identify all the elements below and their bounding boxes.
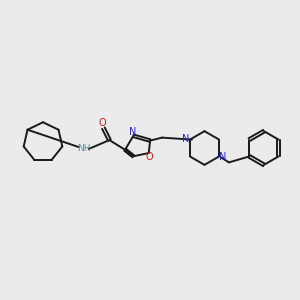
Text: N: N — [129, 127, 136, 137]
Text: N: N — [219, 152, 227, 162]
Text: O: O — [99, 118, 106, 128]
Text: N: N — [182, 134, 190, 144]
Text: O: O — [146, 152, 154, 162]
Text: NH: NH — [77, 143, 90, 152]
